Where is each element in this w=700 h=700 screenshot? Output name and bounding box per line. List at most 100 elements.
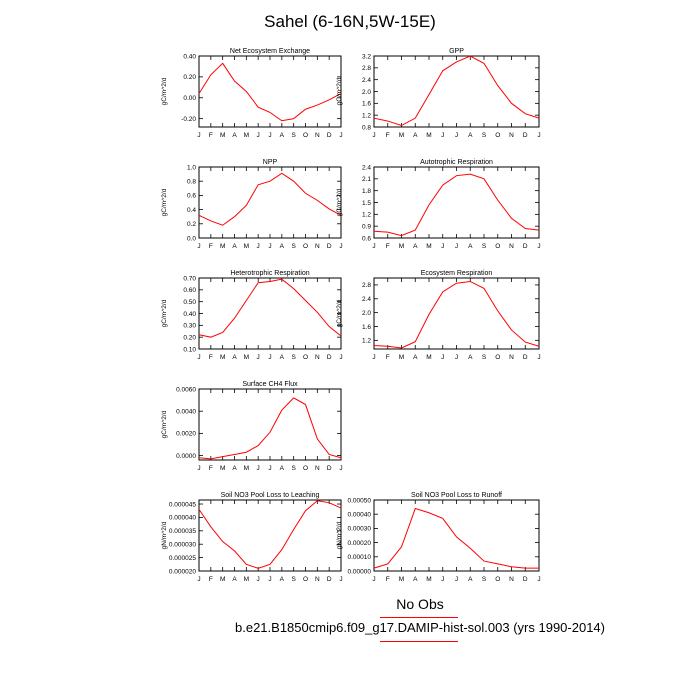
y-axis-label: gC/m^2/d — [161, 188, 168, 216]
x-tick-label: N — [315, 132, 320, 139]
y-tick-label: 0.20 — [183, 334, 196, 341]
x-tick-label: J — [537, 243, 540, 250]
x-tick-label: D — [327, 465, 332, 472]
x-tick-label: A — [468, 243, 473, 250]
y-tick-label: 2.1 — [362, 176, 371, 183]
x-tick-label: M — [244, 576, 249, 583]
x-tick-label: J — [372, 354, 375, 361]
x-tick-label: J — [197, 465, 200, 472]
x-tick-label: J — [455, 132, 458, 139]
x-tick-label: N — [315, 354, 320, 361]
panel-surface-ch4-flux: Surface CH4 Flux gC/m^2/d 0.0000 0.0020 0.00… — [161, 381, 343, 472]
x-tick-label: A — [468, 354, 473, 361]
y-tick-label: 0.00050 — [348, 497, 372, 504]
x-tick-label: O — [495, 132, 500, 139]
panel-frame — [198, 277, 342, 350]
x-tick-label: O — [495, 243, 500, 250]
x-tick-label: J — [339, 132, 342, 139]
y-tick-label: 0.70 — [183, 275, 196, 282]
x-tick-label: S — [291, 132, 296, 139]
x-tick-label: A — [232, 354, 237, 361]
y-tick-label: 0.0 — [187, 235, 196, 242]
x-tick-label: N — [315, 243, 320, 250]
x-tick-label: A — [413, 354, 418, 361]
series-line — [373, 507, 539, 569]
x-tick-label: N — [509, 132, 514, 139]
x-tick-label: D — [523, 576, 528, 583]
panel-frame — [373, 277, 540, 350]
panel-title: Net Ecosystem Exchange — [230, 48, 310, 55]
x-tick-label: F — [386, 243, 390, 250]
y-tick-label: 0.00010 — [348, 554, 372, 561]
y-tick-label: 1.2 — [362, 212, 371, 219]
x-tick-label: D — [327, 354, 332, 361]
panel-title: Ecosystem Respiration — [421, 270, 493, 277]
x-tick-label: J — [268, 132, 271, 139]
panel-title: Autotrophic Respiration — [420, 159, 493, 166]
x-tick-label: J — [339, 354, 342, 361]
y-tick-label: 0.000025 — [169, 555, 196, 562]
x-tick-label: J — [441, 243, 444, 250]
x-tick-label: A — [413, 243, 418, 250]
y-tick-label: 3.2 — [362, 53, 371, 60]
x-tick-label: F — [209, 576, 213, 583]
panel-soil-no3-pool-loss-to-leaching: Soil NO3 Pool Loss to LeachinggN/m^2/d0.… — [161, 492, 343, 583]
y-tick-label: -0.20 — [181, 116, 196, 123]
x-tick-label: M — [399, 132, 404, 139]
y-tick-label: 2.8 — [362, 282, 371, 289]
x-tick-label: A — [468, 132, 473, 139]
x-tick-label: M — [220, 576, 225, 583]
panel-autotrophic-respiration: Autotrophic Respiration gC/m^2/d 0.6 0.9 1.2… — [336, 159, 541, 250]
x-tick-label: J — [455, 243, 458, 250]
x-tick-label: S — [291, 354, 296, 361]
x-tick-label: F — [209, 465, 213, 472]
y-tick-label: 0.00040 — [348, 512, 372, 519]
y-axis-label: gC/m^2/d — [161, 299, 168, 327]
x-tick-label: A — [468, 576, 473, 583]
y-tick-label: 1.6 — [362, 324, 371, 331]
x-tick-label: M — [220, 243, 225, 250]
x-tick-label: J — [268, 243, 271, 250]
y-tick-label: 2.0 — [362, 310, 371, 317]
x-tick-label: A — [232, 243, 237, 250]
y-tick-label: 2.8 — [362, 65, 371, 72]
x-tick-label: J — [257, 576, 260, 583]
x-tick-label: F — [386, 132, 390, 139]
panel-soil-no3-pool-loss-to-runoff: Soil NO3 Pool Loss to Runoff gN/m^2/d 0.00… — [336, 492, 541, 583]
y-tick-label: 0.0060 — [176, 386, 196, 393]
y-axis-label: gC/m^2/d — [336, 188, 343, 216]
x-tick-label: J — [339, 465, 342, 472]
x-tick-label: A — [280, 465, 285, 472]
y-tick-label: 0.2 — [187, 221, 196, 228]
x-tick-label: S — [291, 576, 296, 583]
y-tick-label: 0.000040 — [169, 515, 196, 522]
x-tick-label: N — [509, 354, 514, 361]
series-line — [198, 500, 342, 569]
y-tick-label: 0.0020 — [176, 431, 196, 438]
x-tick-label: A — [232, 465, 237, 472]
y-tick-label: 0.00020 — [348, 540, 372, 547]
y-tick-label: 2.0 — [362, 89, 371, 96]
panel-title: GPP — [449, 48, 464, 55]
x-tick-label: A — [413, 132, 418, 139]
y-tick-label: 0.00 — [183, 95, 196, 102]
x-tick-label: J — [197, 354, 200, 361]
panel-frame — [373, 166, 540, 239]
series-line — [198, 397, 342, 460]
x-tick-label: M — [426, 576, 431, 583]
y-tick-label: 0.000030 — [169, 542, 196, 549]
x-tick-label: J — [441, 132, 444, 139]
y-tick-label: 0.10 — [183, 346, 196, 353]
x-tick-label: F — [209, 243, 213, 250]
x-tick-label: O — [495, 354, 500, 361]
y-tick-label: 1.2 — [362, 112, 371, 119]
x-tick-label: M — [220, 465, 225, 472]
x-tick-label: M — [244, 243, 249, 250]
x-tick-label: M — [220, 354, 225, 361]
caption: b.e21.B1850cmip6.f09_g17.DAMIP-hist-sol.… — [235, 620, 605, 635]
x-tick-label: A — [280, 354, 285, 361]
series-line — [373, 55, 540, 127]
x-tick-label: J — [455, 576, 458, 583]
y-tick-label: 0.000035 — [169, 528, 196, 535]
